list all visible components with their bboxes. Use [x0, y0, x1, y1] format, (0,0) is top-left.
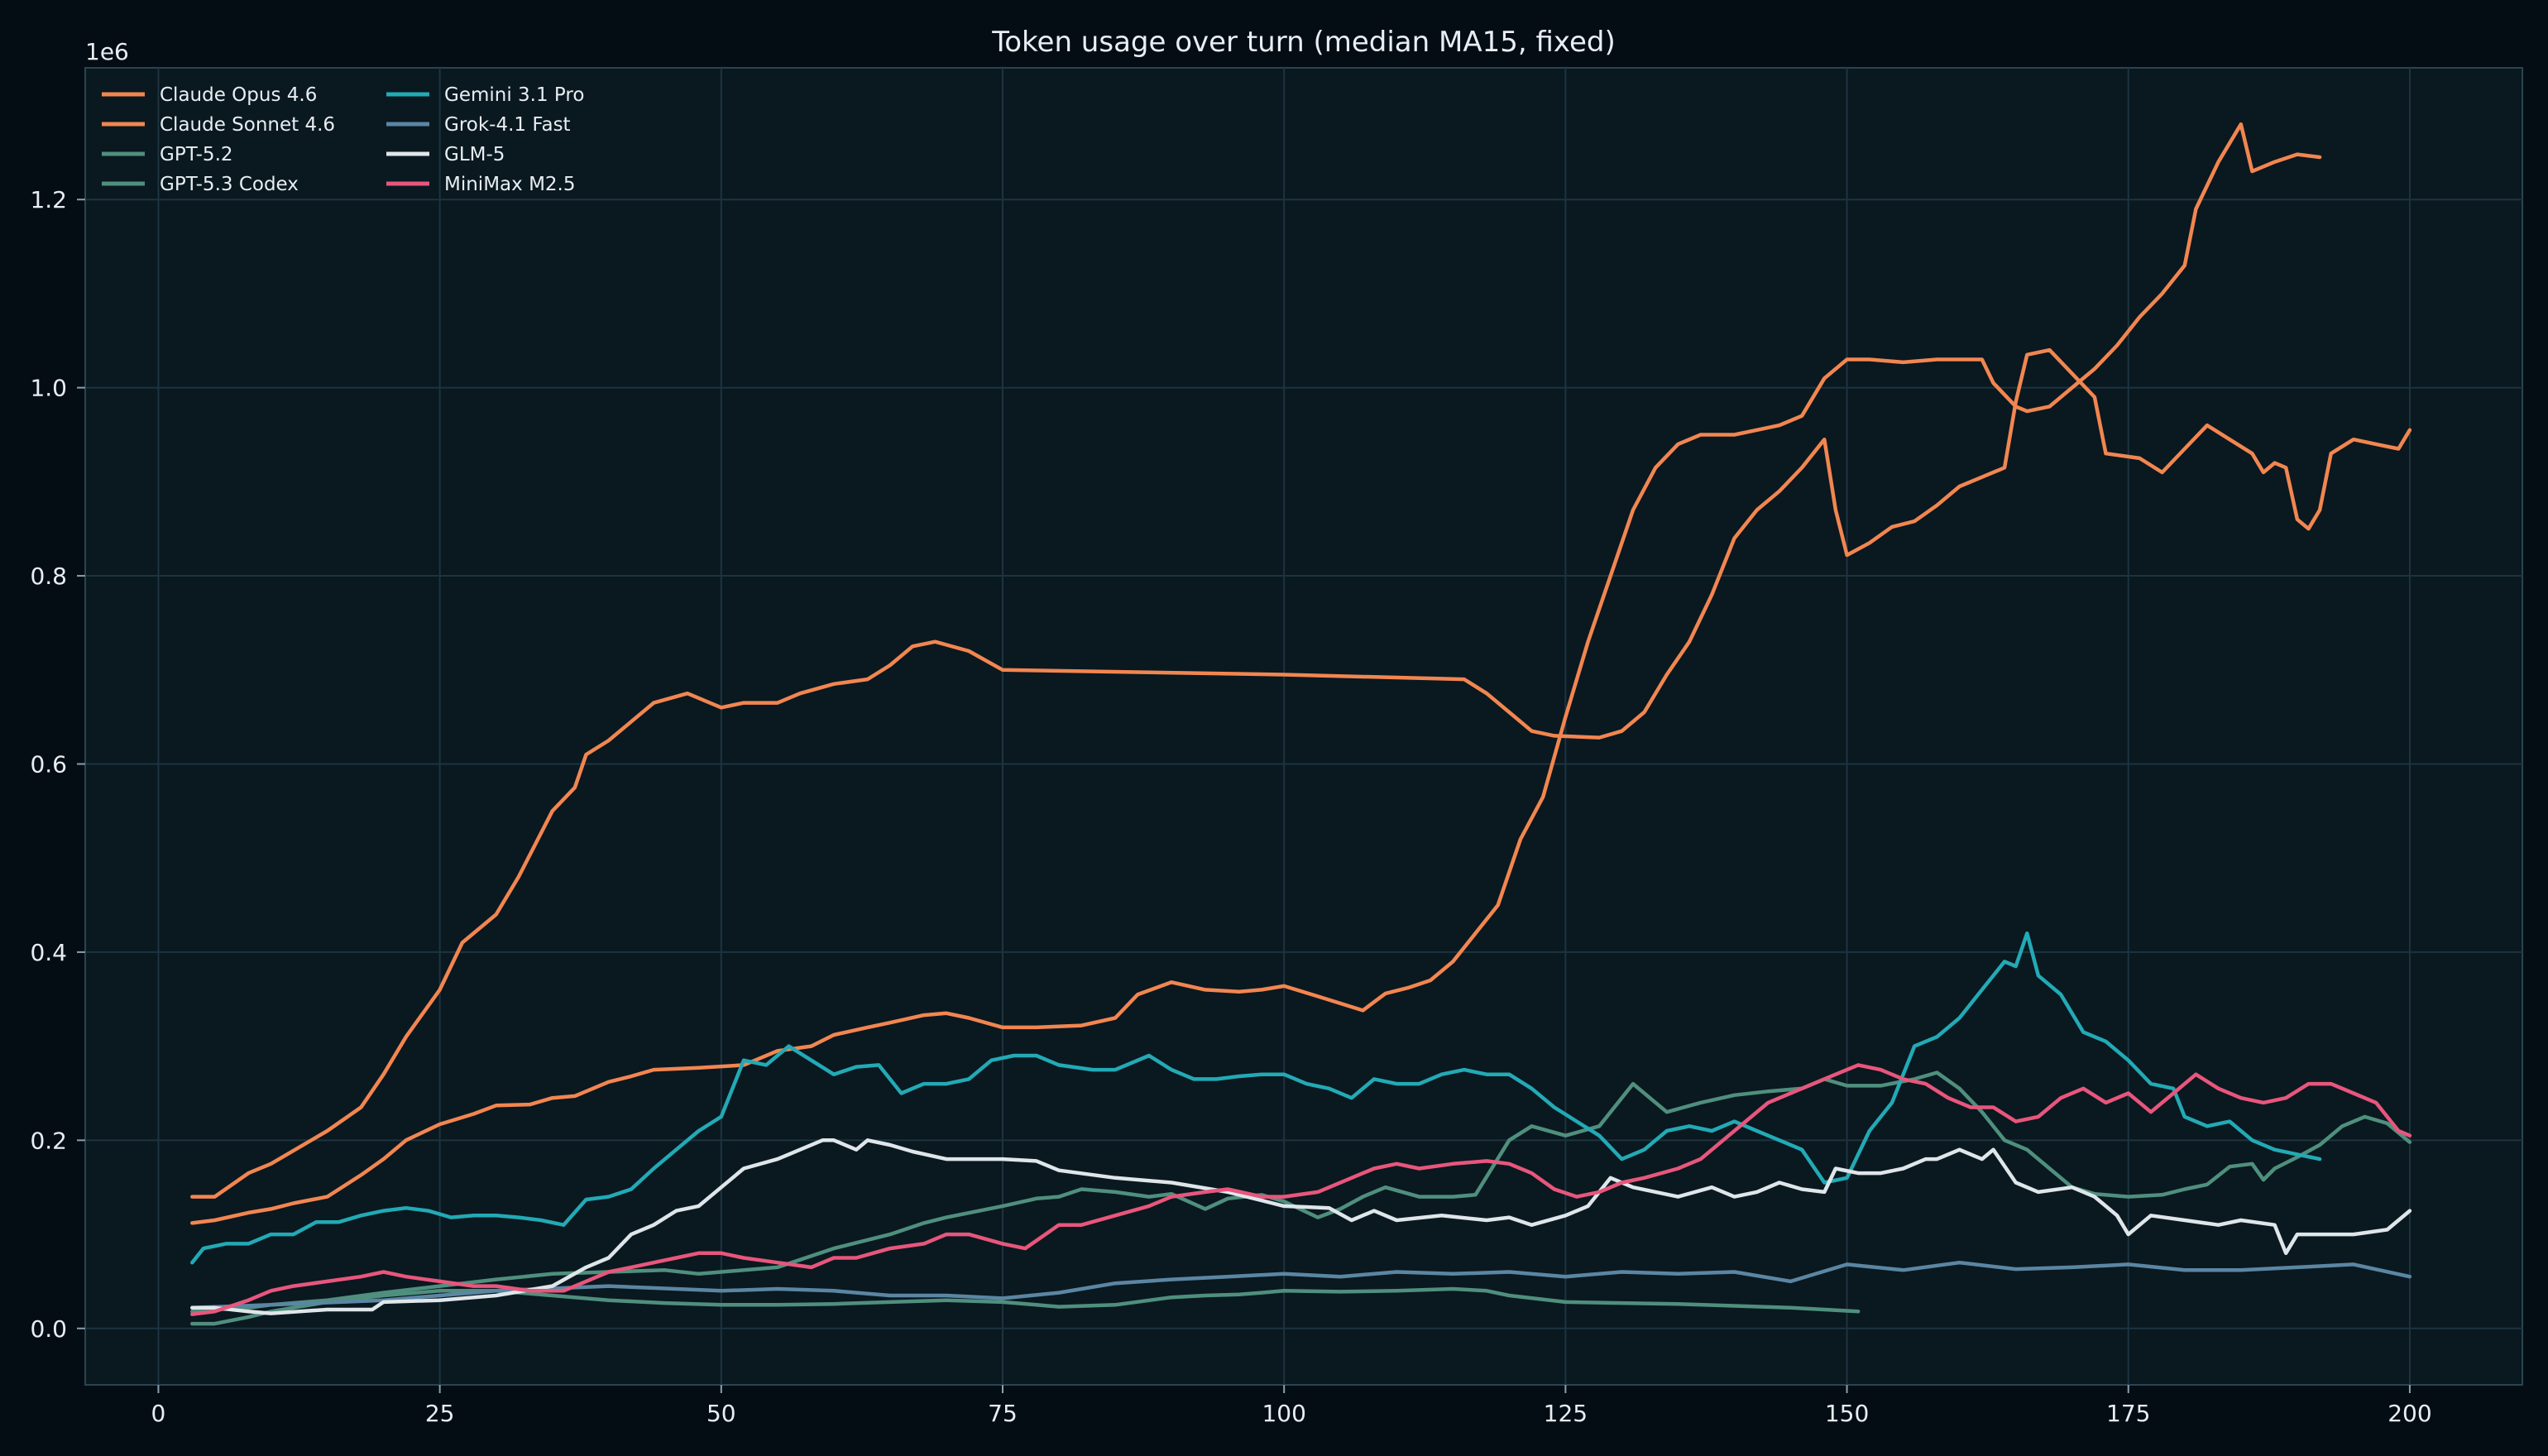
y-tick-label: 0.4: [30, 939, 67, 966]
series-line: [190, 122, 2322, 1225]
legend: Claude Opus 4.6 Claude Sonnet 4.6 GPT-5.2 G…: [102, 84, 584, 195]
y-tick-label: 0.2: [30, 1127, 67, 1154]
series-line: [190, 1260, 2412, 1310]
legend-label: GPT-5.2: [160, 144, 233, 165]
x-tick-label: 175: [2106, 1400, 2150, 1427]
y-tick-label: 1.2: [30, 186, 67, 213]
y-tick-label: 0.8: [30, 563, 67, 590]
x-tick-label: 50: [706, 1400, 736, 1427]
axes: 0 25 50 75 100 125 150 175 200 0.0 0.2 0.4 0.6 0.8 1.0…: [30, 186, 2431, 1427]
grid-lines: [85, 68, 2522, 1385]
legend-label: MiniMax M2.5: [444, 174, 575, 195]
y-offset-label: 1e6: [85, 38, 129, 65]
plot-area: [84, 67, 2523, 1386]
legend-label: Claude Sonnet 4.6: [160, 114, 335, 136]
legend-label: Claude Opus 4.6: [160, 84, 317, 106]
x-tick-label: 200: [2388, 1400, 2431, 1427]
legend-item: MiniMax M2.5: [386, 174, 575, 195]
x-tick-label: 0: [151, 1400, 166, 1427]
legend-label: GLM-5: [444, 144, 505, 165]
series-line: [190, 931, 2322, 1265]
series-line: [190, 1286, 1861, 1326]
legend-label: Grok-4.1 Fast: [444, 114, 571, 136]
x-tick-label: 150: [1825, 1400, 1869, 1427]
series-line: [190, 1070, 2412, 1314]
series-line: [190, 1063, 2412, 1316]
series-lines: [190, 122, 2412, 1326]
legend-item: GPT-5.3 Codex: [102, 174, 299, 195]
legend-item: Grok-4.1 Fast: [386, 114, 571, 136]
legend-item: GPT-5.2: [102, 144, 233, 165]
x-tick-label: 100: [1262, 1400, 1305, 1427]
y-tick-label: 0.0: [30, 1315, 67, 1343]
series-line: [190, 347, 2412, 1199]
chart-title: Token usage over turn (median MA15, fixe…: [991, 26, 1615, 59]
legend-item: GLM-5: [386, 144, 505, 165]
x-tick-label: 75: [988, 1400, 1018, 1427]
y-tick-label: 0.6: [30, 750, 67, 778]
legend-item: Gemini 3.1 Pro: [386, 84, 584, 106]
x-tick-label: 125: [1544, 1400, 1588, 1427]
x-tick-label: 25: [425, 1400, 455, 1427]
legend-item: Claude Sonnet 4.6: [102, 114, 335, 136]
y-tick-label: 1.0: [30, 375, 67, 402]
legend-item: Claude Opus 4.6: [102, 84, 317, 106]
legend-label: GPT-5.3 Codex: [160, 174, 299, 195]
legend-label: Gemini 3.1 Pro: [444, 84, 584, 106]
series-line: [190, 1138, 2412, 1315]
